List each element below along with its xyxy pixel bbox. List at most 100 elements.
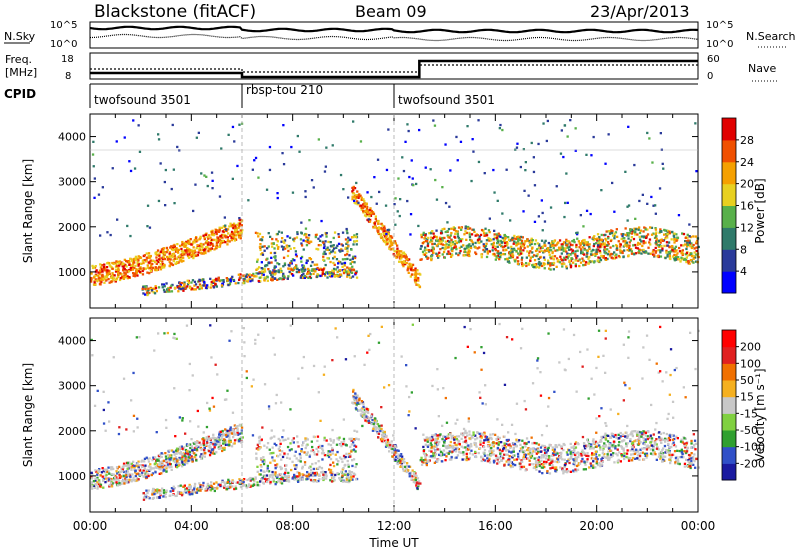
scatter-cell <box>277 270 280 274</box>
scatter-cell <box>187 256 191 259</box>
scatter-cell <box>108 262 111 265</box>
scatter-cell <box>418 285 421 288</box>
scatter-cell <box>592 135 595 139</box>
scatter-cell <box>230 232 233 235</box>
scatter-cell <box>574 127 577 130</box>
scatter-cell <box>123 274 126 277</box>
scatter-cell <box>291 191 295 194</box>
scatter-cell <box>605 230 608 233</box>
scatter-cell <box>204 251 207 255</box>
scatter-cell <box>186 450 189 453</box>
scatter-cell <box>178 464 181 467</box>
scatter-cell <box>91 264 94 268</box>
scatter-cell <box>90 280 93 283</box>
scatter-cell <box>423 237 426 240</box>
scatter-cell <box>361 411 364 414</box>
scatter-cell <box>299 460 302 463</box>
scatter-cell <box>351 265 354 268</box>
scatter-cell <box>99 271 102 274</box>
scatter-cell <box>347 465 350 468</box>
scatter-cell <box>487 237 490 240</box>
scatter-cell <box>261 253 265 256</box>
scatter-cell <box>272 478 275 481</box>
scatter-cell <box>622 240 625 243</box>
scatter-cell <box>523 242 526 245</box>
scatter-cell <box>120 467 123 470</box>
scatter-cell <box>389 244 392 247</box>
scatter-cell <box>450 232 453 235</box>
scatter-cell <box>459 240 463 243</box>
scatter-cell <box>629 248 633 251</box>
scatter-cell <box>198 287 201 291</box>
scatter-cell <box>607 133 610 136</box>
scatter-cell <box>377 226 381 229</box>
scatter-cell <box>329 479 332 482</box>
scatter-cell <box>270 273 273 277</box>
scatter-cell <box>539 247 542 250</box>
scatter-cell <box>327 443 330 446</box>
scatter-cell <box>118 278 122 282</box>
scatter-cell <box>525 256 528 259</box>
scatter-cell <box>643 226 646 229</box>
scatter-cell <box>455 248 458 251</box>
scatter-cell <box>159 463 162 466</box>
scatter-cell <box>607 237 610 240</box>
scatter-cell <box>269 461 272 464</box>
scatter-cell <box>161 487 164 490</box>
scatter-cell <box>135 268 138 271</box>
scatter-cell <box>139 267 142 270</box>
scatter-cell <box>601 240 604 243</box>
scatter-cell <box>429 240 432 244</box>
scatter-cell <box>181 250 185 253</box>
scatter-cell <box>549 264 552 267</box>
scatter-cell <box>224 440 228 443</box>
scatter-cell <box>693 460 696 463</box>
scatter-cell <box>582 225 585 228</box>
scatter-cell <box>124 273 128 276</box>
scatter-cell <box>218 195 222 198</box>
scatter-cell <box>110 483 113 486</box>
scatter-cell <box>299 276 302 279</box>
scatter-cell <box>258 484 261 487</box>
scatter-cell <box>214 246 218 249</box>
scatter-cell <box>409 275 412 278</box>
scatter-cell <box>324 474 327 477</box>
scatter-cell <box>288 244 291 248</box>
scatter-cell <box>644 241 647 244</box>
scatter-cell <box>343 457 346 460</box>
scatter-cell <box>540 199 543 202</box>
scatter-cell <box>441 253 444 256</box>
scatter-cell <box>482 248 485 252</box>
scatter-cell <box>590 154 593 157</box>
scatter-cell <box>122 474 125 477</box>
scatter-cell <box>592 464 595 467</box>
scatter-cell <box>557 241 560 244</box>
scatter-cell <box>400 462 403 465</box>
scatter-cell <box>634 233 637 236</box>
scatter-cell <box>269 270 272 273</box>
scatter-cell <box>674 249 677 252</box>
scatter-cell <box>295 265 298 268</box>
scatter-cell <box>313 268 317 271</box>
scatter-cell <box>93 281 96 284</box>
scatter-cell <box>205 485 209 488</box>
scatter-cell <box>215 229 218 232</box>
scatter-cell <box>203 280 206 284</box>
scatter-cell <box>257 176 260 179</box>
scatter-cell <box>413 472 416 475</box>
scatter-cell <box>583 244 586 247</box>
scatter-cell <box>241 484 245 487</box>
scatter-cell <box>318 444 321 447</box>
scatter-cell <box>133 479 136 482</box>
scatter-cell <box>268 145 272 149</box>
scatter-cell <box>251 278 254 281</box>
scatter-cell <box>271 237 274 241</box>
scatter-cell <box>647 246 650 249</box>
scatter-cell <box>340 441 343 444</box>
scatter-cell <box>515 249 518 253</box>
scatter-cell <box>347 463 350 466</box>
scatter-cell <box>168 466 171 469</box>
scatter-cell <box>108 264 111 267</box>
scatter-cell <box>428 444 431 447</box>
scatter-cell <box>317 479 320 483</box>
